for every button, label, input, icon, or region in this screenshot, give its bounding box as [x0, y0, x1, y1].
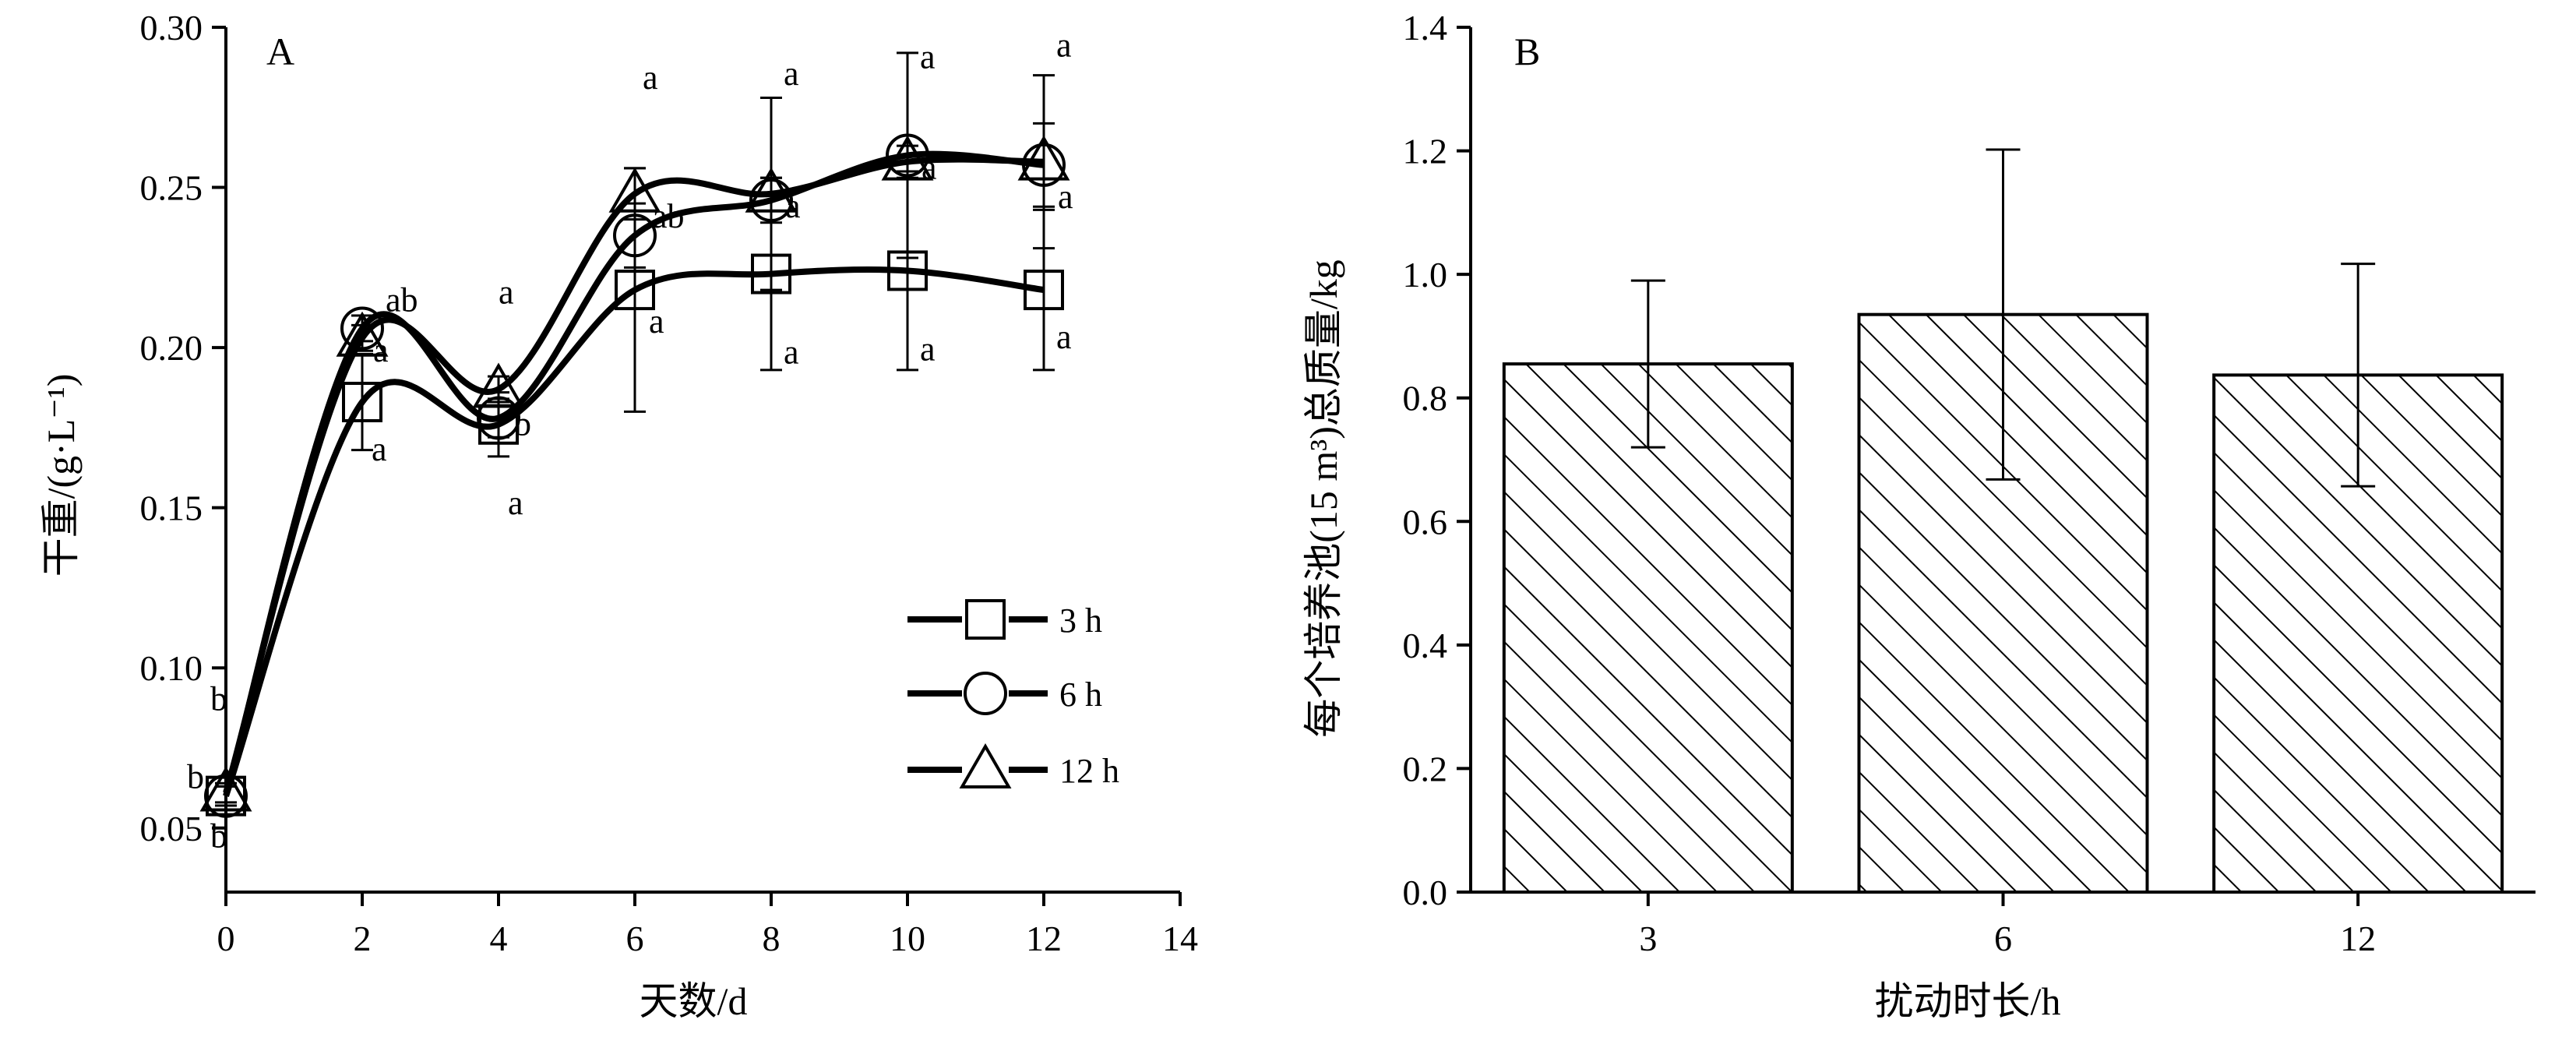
- panel-b-y-tick-label: 0.0: [1403, 873, 1448, 912]
- circle-marker: [886, 133, 929, 178]
- significance-letter: a: [920, 38, 936, 76]
- panel-b-y-tick-label: 0.6: [1403, 502, 1448, 541]
- panel-a-axes: 0 2 4 6 8 10 12 14 0.05 0.10 0.15 0.20 0.25 0.30: [140, 8, 1199, 958]
- triangle-marker: [336, 311, 389, 357]
- triangle-marker: [608, 167, 661, 213]
- panel-b-y-tick-label: 0.8: [1403, 379, 1448, 418]
- significance-letter: a: [372, 430, 387, 468]
- panel-a-x-tick-label: 14: [1162, 919, 1198, 958]
- panel-b-error-bars: [1630, 148, 2376, 488]
- panel-b-bars: [1502, 312, 2504, 894]
- square-marker: [887, 250, 928, 291]
- panel-b-x-tick-label: 6: [1994, 919, 2012, 958]
- panel-a-x-tick-label: 8: [763, 919, 781, 958]
- legend-item: 3 h: [907, 599, 1102, 640]
- significance-letter: ab: [386, 280, 418, 319]
- triangle-marker: [472, 362, 525, 408]
- triangle-marker: [1017, 135, 1070, 181]
- panel-b-axes: 0.0 0.2 0.4 0.6 0.8 1.0 1.2 1.4 3 6 12: [1403, 8, 2535, 958]
- circle-marker: [477, 396, 520, 440]
- panel-a-letter: A: [266, 30, 294, 73]
- significance-letter: a: [785, 187, 801, 225]
- panel-b-y-tick-label: 1.0: [1403, 255, 1448, 295]
- significance-letter: a: [373, 331, 389, 369]
- legend-triangle-marker: [959, 742, 1012, 788]
- panel-a-markers: [199, 133, 1070, 818]
- panel-a-x-tick-label: 4: [490, 919, 508, 958]
- panel-b-y-tick-label: 1.4: [1403, 8, 1448, 48]
- panel-a-y-tick-label: 0.10: [140, 648, 203, 688]
- significance-letter: a: [784, 55, 799, 93]
- circle-marker: [340, 306, 384, 351]
- panel-b-y-tick-label: 0.2: [1403, 749, 1448, 788]
- significance-letter: b: [210, 680, 227, 718]
- bar: [1502, 362, 1794, 894]
- panel-a-line-chart: A 天数/d 干重/(g·L⁻¹) 0 2 4 6 8 10 12 14 0.05 0.10 0.1…: [39, 8, 1198, 1023]
- significance-letter: b: [514, 405, 531, 443]
- significance-letter: a: [1056, 318, 1072, 356]
- panel-b-y-tick-label: 1.2: [1403, 132, 1448, 171]
- legend-item: 12 h: [907, 742, 1119, 790]
- square-marker: [342, 382, 382, 422]
- panel-a-y-tick-label: 0.25: [140, 168, 203, 208]
- panel-a-y-axis-label: 干重/(g·L⁻¹): [39, 374, 83, 577]
- panel-a-y-tick-label: 0.15: [140, 489, 203, 528]
- legend-label: 12 h: [1059, 752, 1119, 790]
- panel-b-y-axis-label: 每个培养池(15 m³)总质量/kg: [1302, 259, 1345, 738]
- panel-b-x-tick-label: 12: [2340, 919, 2376, 958]
- panel-b-letter: B: [1514, 30, 1540, 73]
- legend-label: 6 h: [1059, 675, 1102, 714]
- panel-a-x-tick-label: 10: [890, 919, 925, 958]
- panel-b-y-tick-label: 0.4: [1403, 626, 1448, 665]
- triangle-marker: [199, 766, 252, 812]
- legend-item: 6 h: [907, 672, 1102, 715]
- legend-square-marker: [965, 599, 1006, 640]
- triangle-marker: [745, 167, 798, 213]
- significance-letter: a: [508, 484, 523, 522]
- square-marker: [1024, 270, 1064, 311]
- series-line-12h: [223, 156, 1045, 794]
- panel-a-x-tick-label: 12: [1026, 919, 1062, 958]
- panel-a-x-tick-label: 0: [217, 919, 235, 958]
- circle-marker: [613, 213, 657, 258]
- significance-letter: a: [1058, 178, 1073, 216]
- significance-letter: a: [1056, 26, 1072, 65]
- significance-letter: b: [210, 817, 227, 855]
- panel-b-x-axis-label: 扰动时长/h: [1875, 979, 2061, 1023]
- circle-marker: [1022, 143, 1066, 187]
- panel-a-x-tick-label: 2: [354, 919, 372, 958]
- panel-a-x-tick-label: 6: [626, 919, 644, 958]
- significance-letter: b: [187, 758, 204, 796]
- significance-letter: a: [920, 330, 936, 368]
- square-marker: [615, 270, 655, 311]
- significance-letter: a: [784, 333, 799, 372]
- panel-a-y-tick-label: 0.05: [140, 809, 203, 848]
- circle-marker: [204, 774, 248, 818]
- panel-b-x-tick-label: 3: [1639, 919, 1657, 958]
- legend-circle-marker: [964, 672, 1007, 715]
- square-marker: [751, 253, 791, 295]
- panel-b-bar-chart: B 扰动时长/h 每个培养池(15 m³)总质量/kg 0.0 0.2 0.4 0.6…: [1302, 8, 2535, 1023]
- significance-letter: ab: [652, 197, 685, 235]
- bar: [2212, 373, 2504, 894]
- panel-a-y-tick-label: 0.30: [140, 8, 203, 48]
- panel-a-y-tick-label: 0.20: [140, 328, 203, 368]
- panel-a-legend: 3 h 6 h 12 h: [907, 599, 1119, 790]
- significance-letter: a: [499, 273, 514, 312]
- significance-letter: a: [643, 58, 658, 97]
- panel-a-x-axis-label: 天数/d: [640, 979, 748, 1023]
- significance-letter: a: [922, 148, 937, 186]
- triangle-marker: [881, 135, 934, 181]
- circle-marker: [749, 178, 793, 222]
- legend-label: 3 h: [1059, 601, 1102, 640]
- significance-letter: a: [649, 302, 664, 340]
